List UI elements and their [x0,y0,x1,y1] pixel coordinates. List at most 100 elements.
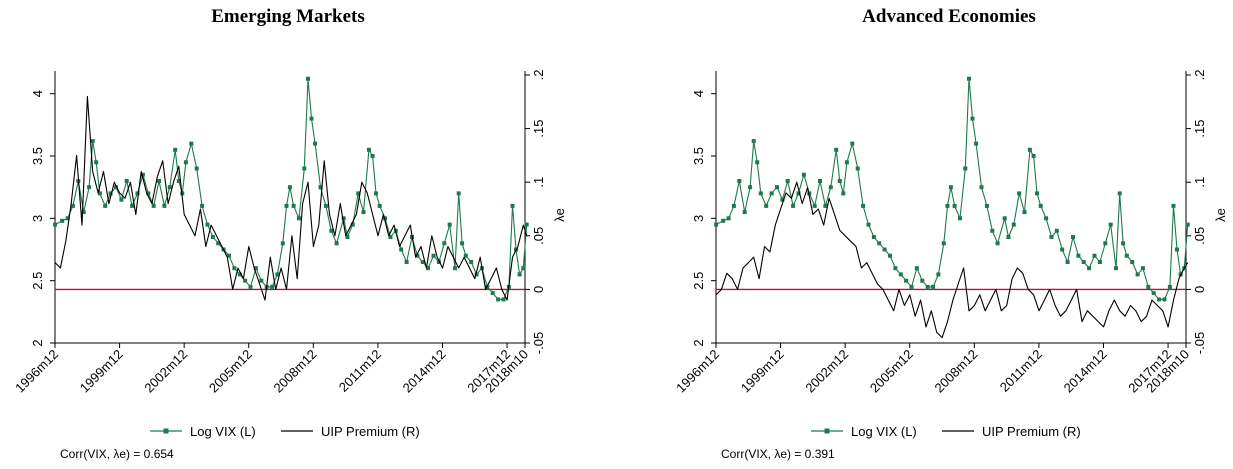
vix-point [1117,191,1122,196]
y-left-tick-label: 2.5 [691,272,706,290]
vix-point [1035,191,1039,196]
vix-point [227,253,231,258]
vix-point [1146,284,1151,289]
vix-point [837,179,842,183]
vix-point [205,222,210,227]
vix-point [1140,266,1145,271]
vix-point [318,185,323,190]
vix-point [1171,203,1176,208]
vix-point [183,160,188,165]
vix-point [1002,216,1007,221]
vix-point [737,179,742,183]
vix-point [426,266,431,271]
vix-point [990,228,995,233]
vix-point [1103,241,1108,246]
vix-point [297,216,301,221]
vix-point [925,284,930,289]
y-left-tick-label: 2 [691,339,706,346]
uip-series-line [54,95,528,301]
vix-point [920,278,925,283]
vix-point [97,191,102,196]
panel-emerging-markets: Emerging Markets λe Log VIX (L) UIP Prem… [12,6,567,461]
vix-point [714,222,719,227]
vix-point [888,253,892,258]
vix-point [958,216,962,221]
vix-point [769,191,774,196]
y-left-tick-label: 2.5 [30,272,45,290]
vix-point [65,216,70,221]
vix-point [791,203,796,208]
vix-point [474,272,479,277]
vix-point [904,278,909,283]
vix-point [496,297,501,302]
vix-point [130,203,135,208]
vix-point [232,266,237,271]
vix-point [103,203,108,208]
vix-point [313,141,318,146]
vix-point [941,241,946,246]
x-tick-label: 1999m12 [77,347,126,396]
y-left-tick-label: 3 [30,215,45,222]
legend-vix-label: Log VIX (L) [851,424,917,439]
vix-point [176,179,181,183]
x-tick-label: 2008m12 [271,347,320,396]
vix-point [834,147,839,152]
vix-point [404,260,409,264]
x-tick-label: 1996m12 [673,347,722,396]
vix-point [173,147,178,152]
vix-point [861,203,866,208]
vix-point [1022,210,1027,215]
vix-point [399,247,404,252]
vix-point [945,203,950,208]
x-tick-label: 2005m12 [206,347,255,396]
vix-point [764,203,769,208]
vix-point [844,160,849,165]
vix-point [243,278,248,283]
vix-point [1124,253,1129,258]
vix-point [931,284,936,289]
x-tick-label: 1996m12 [12,347,61,396]
x-tick-label: 2002m12 [802,347,851,396]
vix-point [963,166,968,171]
vix-point [447,222,452,227]
vix-point [463,253,468,258]
vix-point [1175,247,1179,252]
vix-point [210,235,215,239]
vix-point [302,166,307,171]
vix-point [979,185,984,190]
x-tick-label: 2002m12 [141,347,190,396]
legend: Log VIX (L) UIP Premium (R) [150,424,420,439]
vix-point [383,216,388,221]
vix-point [323,203,328,208]
y-right-tick-label: .05 [531,227,546,245]
vix-point [893,266,898,271]
y-left-tick-label: 3.5 [691,147,706,165]
vix-point [828,185,833,190]
x-tick-label: 2011m12 [997,347,1045,395]
vix-series-line [715,78,1189,300]
panel-title: Emerging Markets [211,6,365,27]
vix-point [1097,260,1102,264]
y-right-tick-label: .1 [1192,177,1207,188]
vix-point [114,185,118,190]
vix-point [952,203,957,208]
panel-title: Advanced Economies [862,6,1036,27]
vix-point [517,272,522,277]
vix-point [1060,247,1065,252]
vix-point [785,179,790,183]
y-right-tick-label: 0 [531,286,546,293]
vix-point [823,203,828,208]
vix-point [259,278,264,283]
vix-point [984,203,989,208]
vix-point [460,241,465,246]
vix-point [501,297,506,302]
right-axis-label: λe [1213,208,1228,222]
vix-point [309,116,314,121]
vix-point [936,272,941,277]
y-left-tick-label: 4 [30,90,45,97]
vix-point [167,185,172,190]
vix-point [162,203,167,208]
x-tick-label: 2008m12 [932,347,981,396]
vix-point [374,191,378,196]
